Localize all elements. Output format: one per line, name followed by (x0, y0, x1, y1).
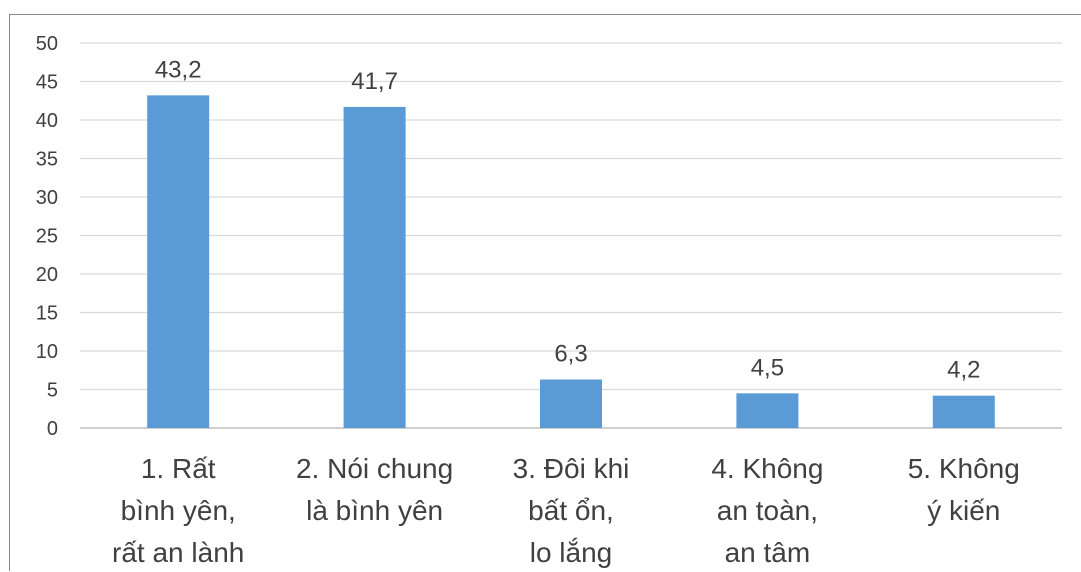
bar-chart: 0 5 10 15 20 25 30 35 40 45 50 43,2 41,7 6,3 4,5 4,2 1… (36, 33, 1062, 568)
data-label: 4,2 (947, 357, 980, 384)
y-tick-label: 0 (47, 418, 58, 440)
y-tick-label: 45 (36, 72, 58, 94)
category-label: an tâm (725, 537, 811, 568)
y-tick-label: 30 (36, 187, 58, 209)
y-tick-label: 15 (36, 303, 58, 325)
category-label: lo lắng (530, 537, 613, 568)
y-axis-ticks: 0 5 10 15 20 25 30 35 40 45 50 (36, 33, 58, 440)
category-labels: 1. Rất bình yên, rất an lành 2. Nói chung là… (112, 453, 1020, 568)
y-tick-label: 5 (47, 380, 58, 402)
data-labels: 43,2 41,7 6,3 4,5 4,2 (155, 56, 981, 383)
data-label: 43,2 (155, 56, 202, 83)
bar (736, 393, 799, 428)
chart-frame: 0 5 10 15 20 25 30 35 40 45 50 43,2 41,7 6,3 4,5 4,2 1… (9, 14, 1081, 571)
category-label: 5. Không (908, 453, 1020, 484)
category-label: 1. Rất (141, 453, 216, 484)
bars (147, 95, 995, 429)
y-tick-label: 35 (36, 149, 58, 171)
category-label: bất ổn, (528, 495, 614, 526)
category-label: rất an lành (112, 537, 244, 568)
category-label: 2. Nói chung (296, 453, 453, 484)
category-label: 3. Đôi khi (513, 453, 630, 484)
gridlines (80, 42, 1062, 429)
y-tick-label: 50 (36, 33, 58, 55)
category-label: là bình yên (306, 495, 443, 526)
category-label: an toàn, (717, 495, 818, 526)
data-label: 41,7 (351, 68, 398, 95)
category-label: 4. Không (711, 453, 823, 484)
y-tick-label: 10 (36, 341, 58, 363)
bar (932, 395, 995, 428)
y-tick-label: 25 (36, 226, 58, 248)
category-label: bình yên, (121, 495, 236, 526)
y-tick-label: 40 (36, 110, 58, 132)
data-label: 4,5 (751, 354, 784, 381)
bar (540, 379, 602, 428)
category-label: ý kiến (927, 495, 1000, 526)
data-label: 6,3 (554, 340, 587, 367)
bar (343, 106, 406, 428)
y-tick-label: 20 (36, 264, 58, 286)
bar (147, 95, 210, 429)
